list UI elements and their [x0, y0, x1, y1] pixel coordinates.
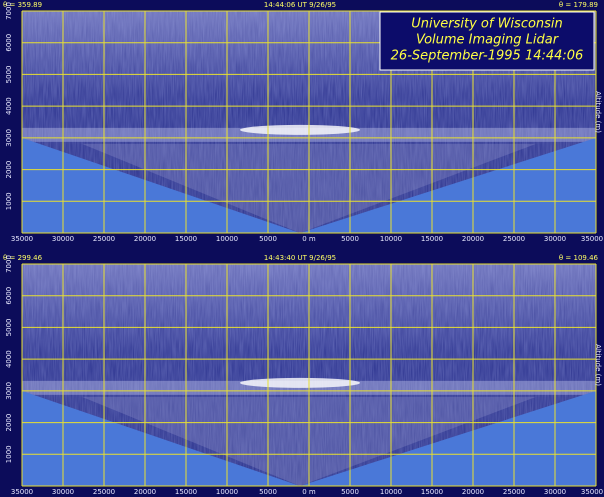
title-line: University of Wisconsin — [411, 17, 563, 32]
x-label: 5000 — [259, 235, 277, 243]
title-line: 26-September-1995 14:44:06 — [391, 49, 584, 64]
blocked-left — [22, 137, 300, 233]
title-box — [379, 11, 595, 71]
header-center: 14:43:40 UT 9/26/95 — [264, 254, 336, 262]
blocked-right — [300, 390, 596, 486]
title-line: Volume Imaging Lidar — [416, 33, 560, 48]
y-label: 1000 — [5, 445, 13, 463]
x-label: 20000 — [134, 488, 156, 496]
y-label: 4000 — [5, 350, 13, 368]
x-label: 5000 — [259, 488, 277, 496]
header-right: θ = 109.46 — [559, 254, 599, 262]
y-label: 2000 — [5, 161, 13, 179]
header-right: θ = 179.89 — [559, 1, 598, 9]
x-label: 5000 — [341, 235, 359, 243]
x-label: 15000 — [175, 488, 197, 496]
x-label: 35000 — [581, 488, 603, 496]
x-label: 30000 — [544, 488, 566, 496]
x-label: 30000 — [52, 488, 74, 496]
y-label: 3000 — [5, 129, 13, 147]
y-label: 5000 — [5, 66, 13, 84]
y-label: 1000 — [5, 192, 13, 210]
x-label: 15000 — [175, 235, 197, 243]
header-bar — [0, 0, 604, 10]
x-label: 25000 — [93, 488, 115, 496]
blocked-left — [22, 390, 300, 486]
y-label: 7000 — [5, 255, 13, 273]
header-bar — [0, 253, 604, 263]
x-label: 5000 — [341, 488, 359, 496]
y-label: 5000 — [5, 319, 13, 337]
y-label: 6000 — [5, 34, 13, 52]
x-label: 20000 — [134, 235, 156, 243]
y-label: 7000 — [5, 2, 13, 20]
x-label: 10000 — [380, 488, 402, 496]
x-label: 20000 — [462, 488, 484, 496]
x-label: 35000 — [11, 488, 33, 496]
y-axis-label: Altitude (m) — [594, 344, 602, 386]
x-label: 35000 — [11, 235, 33, 243]
y-label: 2000 — [5, 414, 13, 432]
x-label: 15000 — [421, 235, 443, 243]
x-label: 0 m — [302, 235, 316, 243]
x-label: 30000 — [544, 235, 566, 243]
y-axis-label: Altitude (m) — [594, 91, 602, 133]
x-label: 10000 — [216, 488, 238, 496]
header-left: θ = 299.46 — [3, 254, 43, 262]
x-label: 30000 — [52, 235, 74, 243]
y-label: 4000 — [5, 97, 13, 115]
header-center: 14:44:06 UT 9/26/95 — [264, 1, 336, 9]
x-label: 10000 — [380, 235, 402, 243]
x-label: 35000 — [581, 235, 603, 243]
x-label: 25000 — [93, 235, 115, 243]
x-label: 0 m — [302, 488, 316, 496]
x-label: 25000 — [503, 235, 525, 243]
header-left: θ = 359.89 — [3, 1, 42, 9]
x-label: 10000 — [216, 235, 238, 243]
cloud-echo — [240, 124, 360, 135]
y-label: 3000 — [5, 382, 13, 400]
x-label: 20000 — [462, 235, 484, 243]
x-label: 25000 — [503, 488, 525, 496]
x-label: 15000 — [421, 488, 443, 496]
y-label: 6000 — [5, 287, 13, 305]
cloud-echo — [240, 377, 360, 388]
blocked-right — [300, 137, 596, 233]
